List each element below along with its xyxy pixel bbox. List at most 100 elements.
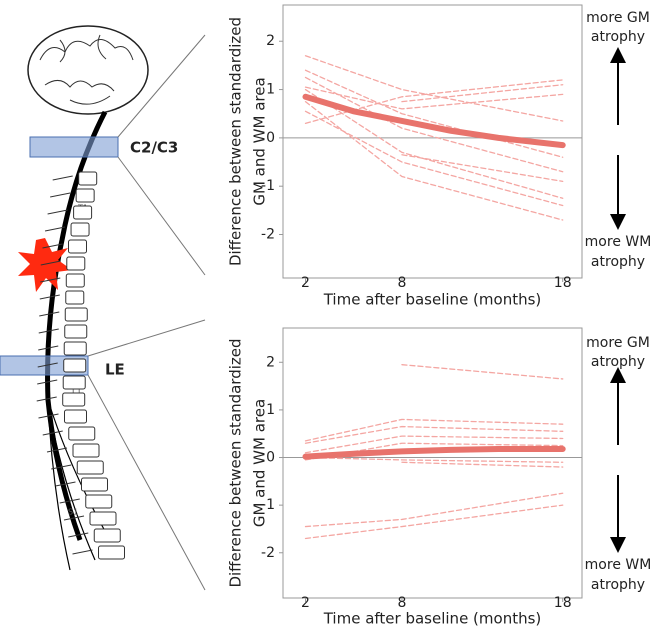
subject-line — [304, 425, 564, 444]
vertebra-process — [40, 260, 61, 266]
annotation: more GM — [586, 335, 650, 351]
vertebra — [63, 358, 87, 373]
x-tick-label: 2 — [301, 275, 310, 291]
vertebra-process — [38, 328, 59, 334]
vertebra-process — [68, 532, 89, 538]
y-axis-label: Difference between standardized — [227, 17, 245, 266]
vertebra-process — [38, 413, 59, 419]
vertebra-label: L1 — [72, 388, 82, 397]
x-axis-label: Time after baseline (months) — [323, 291, 542, 309]
vertebra-process — [42, 243, 63, 249]
y-axis-label: GM and WM area — [251, 399, 269, 527]
vertebra — [73, 205, 93, 220]
vertebra-process — [55, 481, 76, 487]
subject-line — [401, 461, 564, 468]
vertebra — [98, 545, 125, 560]
trend-line — [302, 93, 566, 149]
vertebra — [72, 443, 100, 458]
brain-folds — [39, 34, 134, 105]
subject-line — [401, 364, 564, 380]
level-label: LE — [105, 361, 125, 379]
vertebra — [93, 528, 121, 543]
annotation: atrophy — [591, 577, 645, 593]
vertebra-process — [72, 549, 93, 555]
subject-line — [304, 79, 564, 125]
spinal-cord — [45, 110, 108, 541]
brain — [27, 25, 149, 115]
y-tick-label: 2 — [266, 354, 275, 370]
level-label: C2/C3 — [130, 139, 178, 157]
vertebra-process — [40, 277, 61, 283]
vertebra — [70, 222, 90, 237]
vertebra-label: S1 — [68, 508, 78, 517]
vertebra — [89, 511, 117, 526]
subject-line — [304, 492, 564, 528]
vertebra-process — [44, 226, 66, 232]
annotation: more WM — [585, 234, 652, 250]
vertebra-process — [37, 379, 58, 385]
vertebra — [85, 494, 113, 509]
x-tick-label: 2 — [301, 595, 310, 611]
vertebra — [81, 477, 108, 492]
c2c3-box — [29, 136, 119, 158]
x-tick-label: 18 — [554, 595, 572, 611]
y-tick-label: 2 — [266, 33, 275, 49]
y-tick-label: 1 — [266, 402, 275, 418]
subject-line — [304, 69, 564, 158]
vertebra-process — [39, 311, 60, 317]
subject-line — [304, 86, 564, 110]
vertebra — [65, 273, 85, 288]
vertebra — [75, 188, 95, 203]
subject-line — [304, 88, 564, 199]
vertebra — [64, 324, 88, 339]
vertebra — [78, 171, 98, 186]
vertebra — [63, 341, 87, 356]
x-tick-label: 18 — [554, 275, 572, 291]
x-tick-label: 8 — [397, 275, 406, 291]
y-axis-label: Difference between standardized — [227, 338, 245, 587]
connector — [117, 156, 206, 276]
y-tick-label: 1 — [266, 82, 275, 98]
vertebra — [64, 307, 88, 322]
vertebra — [65, 290, 85, 305]
y-tick-label: -2 — [261, 545, 275, 561]
vertebra-process — [50, 192, 71, 198]
lesion — [18, 238, 72, 292]
y-tick-label: -1 — [261, 178, 275, 194]
vertebra-process — [42, 430, 63, 436]
trend-line — [302, 445, 566, 460]
vertebra-process — [36, 396, 57, 402]
annotation: atrophy — [591, 354, 645, 370]
vertebra — [62, 392, 86, 407]
subject-line — [304, 435, 564, 454]
vertebra — [68, 239, 87, 254]
subject-line — [304, 504, 564, 540]
connector — [117, 34, 206, 138]
vertebra-process — [38, 345, 59, 351]
annotation: atrophy — [591, 254, 645, 270]
spine-illustration: C2/C3 LE T1 L1 S1 — [0, 25, 206, 591]
vertebra-process — [46, 447, 68, 453]
subject-line — [401, 154, 564, 183]
y-tick-label: 0 — [266, 130, 275, 146]
vertebra — [62, 375, 86, 390]
vertebra-process — [51, 464, 72, 470]
y-tick-label: 0 — [266, 450, 275, 466]
plot-area — [282, 4, 583, 279]
vertebra-process — [63, 515, 85, 521]
vertebra — [76, 460, 104, 475]
vertebra-process — [39, 294, 60, 300]
y-tick-label: -2 — [261, 227, 275, 243]
vertebra — [66, 256, 86, 271]
connector — [87, 374, 206, 591]
vertebra-process — [52, 175, 73, 181]
subject-line — [401, 84, 564, 103]
annotation: atrophy — [591, 29, 645, 45]
plot-area — [282, 327, 583, 599]
subject-line — [304, 418, 564, 442]
vertebra-process — [47, 209, 68, 215]
subject-line — [304, 100, 564, 221]
vertebra — [64, 409, 87, 424]
connector — [87, 319, 206, 357]
